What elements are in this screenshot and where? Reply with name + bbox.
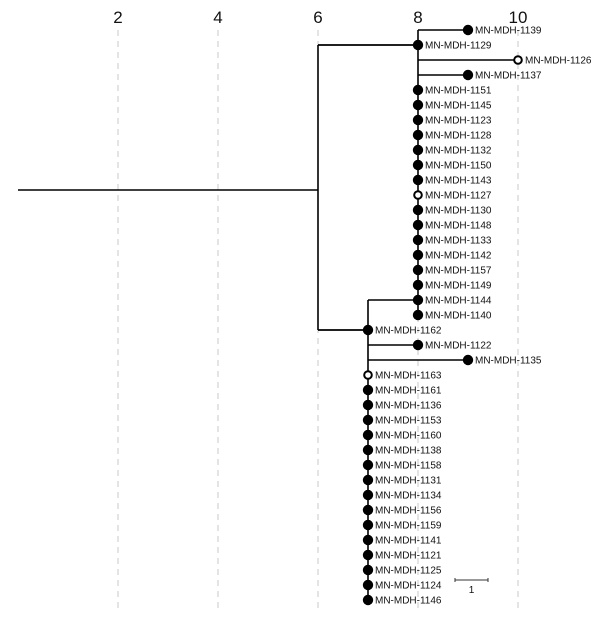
tip-label: MN-MDH-1156 bbox=[375, 506, 442, 517]
filled-node-marker bbox=[412, 339, 424, 351]
tip-label: MN-MDH-1128 bbox=[425, 131, 492, 142]
filled-node-marker bbox=[362, 414, 374, 426]
tip-label: MN-MDH-1149 bbox=[425, 281, 492, 292]
filled-node-marker bbox=[362, 399, 374, 411]
filled-node-marker bbox=[412, 174, 424, 186]
tip-label: MN-MDH-1163 bbox=[375, 371, 442, 382]
tip-label: MN-MDH-1161 bbox=[375, 386, 442, 397]
open-node-marker bbox=[513, 55, 523, 65]
filled-node-marker bbox=[362, 459, 374, 471]
filled-node-marker bbox=[412, 249, 424, 261]
filled-node-marker bbox=[412, 39, 424, 51]
filled-node-marker bbox=[362, 579, 374, 591]
open-node-marker bbox=[413, 190, 423, 200]
filled-node-marker bbox=[412, 159, 424, 171]
filled-node-marker bbox=[362, 549, 374, 561]
tip-label: MN-MDH-1122 bbox=[425, 341, 492, 352]
filled-node-marker bbox=[412, 84, 424, 96]
filled-node-marker bbox=[362, 489, 374, 501]
tree-tips: MN-MDH-1139 MN-MDH-1129 MN-MDH-1126 MN-MDH-… bbox=[362, 24, 592, 607]
tip-label: MN-MDH-1126 bbox=[525, 56, 592, 67]
filled-node-marker bbox=[362, 384, 374, 396]
tip-label: MN-MDH-1140 bbox=[425, 311, 492, 322]
tip-label: MN-MDH-1142 bbox=[425, 251, 492, 262]
tip-label: MN-MDH-1160 bbox=[375, 431, 442, 442]
tip-label: MN-MDH-1135 bbox=[475, 356, 542, 367]
tick-label: 6 bbox=[313, 8, 322, 27]
filled-node-marker bbox=[462, 24, 474, 36]
filled-node-marker bbox=[362, 429, 374, 441]
tip-label: MN-MDH-1137 bbox=[475, 71, 542, 82]
tip-label: MN-MDH-1125 bbox=[375, 566, 442, 577]
tip-label: MN-MDH-1153 bbox=[375, 416, 442, 427]
filled-node-marker bbox=[412, 309, 424, 321]
tip-label: MN-MDH-1130 bbox=[425, 206, 492, 217]
tip-label: MN-MDH-1129 bbox=[425, 41, 492, 52]
filled-node-marker bbox=[362, 324, 374, 336]
tip-label: MN-MDH-1158 bbox=[375, 461, 442, 472]
tip-label: MN-MDH-1134 bbox=[375, 491, 442, 502]
filled-node-marker bbox=[362, 444, 374, 456]
tip-label: MN-MDH-1141 bbox=[375, 536, 442, 547]
filled-node-marker bbox=[412, 129, 424, 141]
filled-node-marker bbox=[412, 99, 424, 111]
filled-node-marker bbox=[412, 264, 424, 276]
tip-label: MN-MDH-1157 bbox=[425, 266, 492, 277]
tip-label: MN-MDH-1151 bbox=[425, 86, 492, 97]
filled-node-marker bbox=[412, 279, 424, 291]
tip-label: MN-MDH-1124 bbox=[375, 581, 442, 592]
filled-node-marker bbox=[462, 69, 474, 81]
scale-bar-label: 1 bbox=[469, 585, 475, 596]
tip-label: MN-MDH-1159 bbox=[375, 521, 442, 532]
tick-label: 10 bbox=[509, 8, 528, 27]
filled-node-marker bbox=[462, 354, 474, 366]
open-node-marker bbox=[363, 370, 373, 380]
tip-label: MN-MDH-1133 bbox=[425, 236, 492, 247]
filled-node-marker bbox=[412, 114, 424, 126]
scale-bar: 1 bbox=[454, 578, 489, 596]
tick-label: 8 bbox=[413, 8, 422, 27]
axis-ticks: 2 4 6 8 10 bbox=[113, 8, 527, 27]
tip-label: MN-MDH-1131 bbox=[375, 476, 442, 487]
tip-label: MN-MDH-1162 bbox=[375, 326, 442, 337]
tip-label: MN-MDH-1136 bbox=[375, 401, 442, 412]
filled-node-marker bbox=[412, 294, 424, 306]
filled-node-marker bbox=[362, 594, 374, 606]
filled-node-marker bbox=[362, 519, 374, 531]
filled-node-marker bbox=[412, 219, 424, 231]
tip-label: MN-MDH-1139 bbox=[475, 26, 542, 37]
filled-node-marker bbox=[412, 204, 424, 216]
tip-label: MN-MDH-1146 bbox=[375, 596, 442, 607]
tip-label: MN-MDH-1123 bbox=[425, 116, 492, 127]
filled-node-marker bbox=[362, 504, 374, 516]
tip-label: MN-MDH-1132 bbox=[425, 146, 492, 157]
filled-node-marker bbox=[412, 144, 424, 156]
tip-label: MN-MDH-1143 bbox=[425, 176, 492, 187]
filled-node-marker bbox=[362, 534, 374, 546]
tick-label: 4 bbox=[213, 8, 222, 27]
tip-label: MN-MDH-1145 bbox=[425, 101, 492, 112]
tip-label: MN-MDH-1144 bbox=[425, 296, 492, 307]
tip-label: MN-MDH-1150 bbox=[425, 161, 492, 172]
tip-label: MN-MDH-1148 bbox=[425, 221, 492, 232]
filled-node-marker bbox=[362, 474, 374, 486]
tip-label: MN-MDH-1138 bbox=[375, 446, 442, 457]
filled-node-marker bbox=[412, 234, 424, 246]
tick-label: 2 bbox=[113, 8, 122, 27]
filled-node-marker bbox=[362, 564, 374, 576]
tip-label: MN-MDH-1127 bbox=[425, 191, 492, 202]
tip-label: MN-MDH-1121 bbox=[375, 551, 442, 562]
